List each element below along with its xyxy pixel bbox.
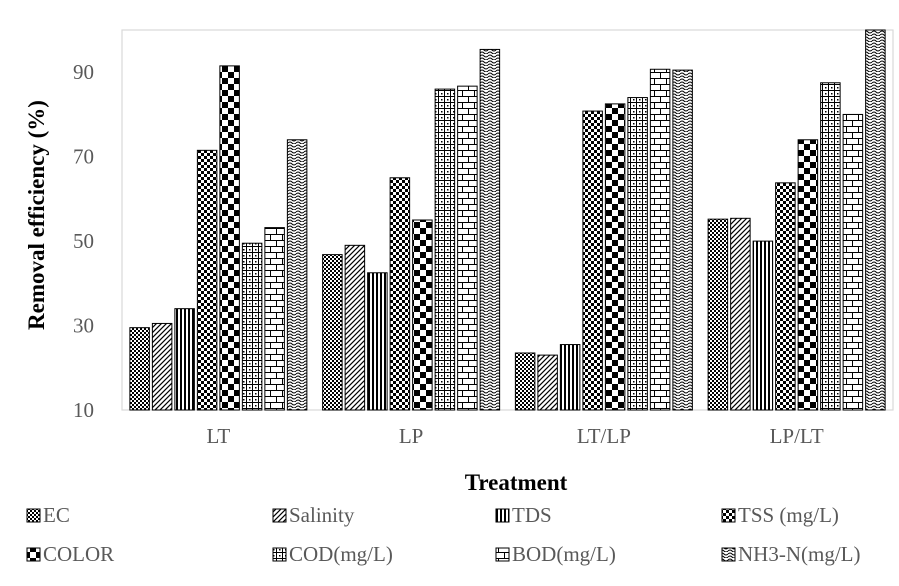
bar-nh3-n-mg-l--lt-lp	[672, 69, 693, 411]
plot-frame	[121, 29, 894, 411]
y-tick-label: 30	[73, 314, 94, 338]
bar-ec-lp-lt	[707, 218, 729, 411]
x-tick-label: LT	[207, 424, 231, 448]
legend-swatch	[721, 547, 736, 562]
legend-item: Salinity	[272, 503, 355, 527]
bar-bod-mg-l--lp	[457, 85, 478, 411]
bar-color-lp-lt	[797, 139, 819, 411]
legend-label: EC	[43, 503, 70, 527]
bar-ec-lp	[322, 254, 343, 411]
x-tick-label: LP/LT	[770, 424, 824, 448]
legend-label: COLOR	[43, 542, 114, 566]
legend-item: COLOR	[26, 542, 114, 566]
bar-ec-lt	[129, 327, 150, 411]
legend-item: TDS	[495, 503, 552, 527]
bar-tss-mg-l--lt-lp	[582, 110, 603, 411]
bar-tss-mg-l--lp-lt	[775, 182, 796, 411]
x-axis-categories: LT LP LT/LP LP/LT	[207, 424, 824, 448]
bar-color-lp	[412, 219, 433, 411]
bar-cod-mg-l--lt	[241, 242, 263, 411]
legend-label: COD(mg/L)	[289, 542, 393, 566]
legend-swatch	[26, 547, 41, 562]
y-tick-label: 70	[73, 145, 94, 169]
bar-nh3-n-mg-l--lp-lt	[865, 29, 886, 411]
legend-swatch	[272, 547, 287, 562]
bars	[129, 29, 886, 411]
bar-salinity-lp	[344, 244, 366, 411]
legend-swatch	[495, 508, 510, 523]
legend-item: TSS (mg/L)	[721, 503, 839, 527]
bar-ec-lt-lp	[514, 352, 536, 411]
bar-tss-mg-l--lp	[389, 177, 411, 411]
y-tick-label: 50	[73, 229, 94, 253]
bar-cod-mg-l--lp-lt	[820, 82, 841, 411]
bar-tds-lp	[367, 272, 388, 411]
legend-swatch	[721, 508, 736, 523]
legend-item: COD(mg/L)	[272, 542, 393, 566]
y-axis-label: Removal efficiency (%)	[24, 100, 49, 330]
bar-salinity-lt-lp	[537, 354, 558, 411]
bar-tds-lp-lt	[752, 240, 774, 411]
plot-border	[121, 29, 894, 411]
legend-swatch	[26, 508, 41, 523]
y-axis-ticks: 10 30 50 70 90	[73, 60, 94, 422]
y-tick-label: 10	[73, 398, 94, 422]
bar-color-lt-lp	[604, 103, 626, 411]
bar-bod-mg-l--lt	[264, 227, 285, 411]
x-tick-label: LP	[399, 424, 424, 448]
legend-item: EC	[26, 503, 70, 527]
bar-salinity-lp-lt	[730, 217, 751, 411]
legend-label: BOD(mg/L)	[512, 542, 616, 566]
legend-label: NH3-N(mg/L)	[738, 542, 860, 566]
y-tick-label: 90	[73, 60, 94, 84]
x-tick-label: LT/LP	[577, 424, 631, 448]
bar-color-lt	[219, 65, 240, 411]
bar-bod-mg-l--lt-lp	[649, 68, 671, 411]
bar-salinity-lt	[151, 322, 173, 411]
legend-item: NH3-N(mg/L)	[721, 542, 860, 566]
legend-label: TSS (mg/L)	[738, 503, 839, 527]
bar-tds-lt-lp	[559, 344, 581, 411]
legend-item: BOD(mg/L)	[495, 542, 616, 566]
bar-tss-mg-l--lt	[196, 149, 218, 411]
bar-nh3-n-mg-l--lp	[479, 48, 501, 411]
legend: EC Salinity TDS TSS (mg/L) COLOR COD(mg/L) BOD…	[26, 503, 860, 566]
bar-tds-lt	[174, 308, 195, 411]
legend-swatch	[495, 547, 510, 562]
x-axis-label: Treatment	[465, 470, 568, 495]
bar-cod-mg-l--lp	[434, 88, 456, 411]
bar-cod-mg-l--lt-lp	[627, 97, 648, 411]
bar-bod-mg-l--lp-lt	[842, 113, 864, 411]
bar-nh3-n-mg-l--lt	[286, 139, 308, 411]
legend-swatch	[272, 508, 287, 523]
legend-label: Salinity	[289, 503, 355, 527]
legend-label: TDS	[512, 503, 552, 527]
